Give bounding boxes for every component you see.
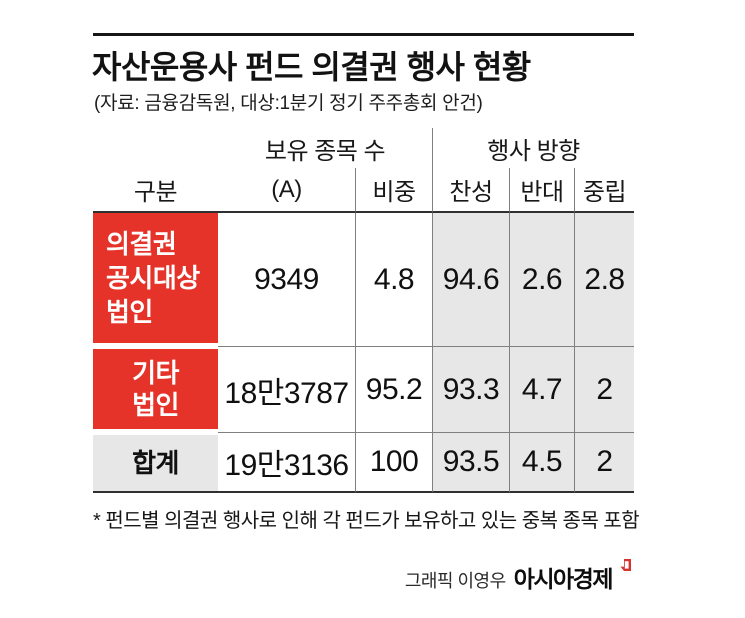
footnote: * 펀드별 의결권 행사로 인해 각 펀드가 보유하고 있는 중복 종목 포함 xyxy=(93,510,640,532)
cell-against: 2.6 xyxy=(510,213,575,347)
group-header-direction: 행사 방향 xyxy=(487,137,580,165)
table-row-label-other: 기타 법인 xyxy=(93,347,218,433)
source-note: (자료: 금융감독원, 대상:1분기 정기 주주총회 안건) xyxy=(94,93,483,114)
row-label-line: 의결권 xyxy=(106,229,177,259)
brand-logo-icon xyxy=(620,559,631,571)
row-label-line: 기타 xyxy=(132,358,179,388)
brand-logo-text: 아시아경제 xyxy=(513,566,614,592)
column-header-weight: 비중 xyxy=(356,168,433,213)
credit-line: 그래픽 이영우 아시아경제 xyxy=(404,559,632,594)
row-label-line: 법인 xyxy=(106,297,153,327)
cell-for: 94.6 xyxy=(433,213,510,347)
cell-against: 4.7 xyxy=(510,347,575,433)
row-label-line: 공시대상 xyxy=(106,263,200,293)
cell-weight: 4.8 xyxy=(356,213,433,347)
cell-neutral: 2 xyxy=(575,347,634,433)
column-header-for: 찬성 xyxy=(433,168,510,213)
row-label-line: 법인 xyxy=(132,390,179,420)
cell-for: 93.3 xyxy=(433,347,510,433)
column-header-count-a: (A) xyxy=(218,168,356,213)
row-label-fill: 합계 xyxy=(93,435,218,491)
cell-against: 4.5 xyxy=(510,433,575,493)
table-row-label-total: 합계 xyxy=(93,433,218,493)
cell-count: 9349 xyxy=(218,213,356,347)
cell-weight: 95.2 xyxy=(356,347,433,433)
row-label-fill: 의결권 공시대상 법인 xyxy=(93,213,218,343)
table-row-label-disclosure: 의결권 공시대상 법인 xyxy=(93,213,218,347)
cell-neutral: 2.8 xyxy=(575,213,634,347)
group-header-holdings: 보유 종목 수 xyxy=(218,128,433,168)
cell-count: 19만3136 xyxy=(218,433,356,493)
row-label-line: 합계 xyxy=(132,448,179,478)
column-header-neutral: 중립 xyxy=(575,168,634,213)
cell-for: 93.5 xyxy=(433,433,510,493)
cell-weight: 100 xyxy=(356,433,433,493)
column-header-category: 구분 xyxy=(93,168,218,213)
cell-neutral: 2 xyxy=(575,433,634,493)
credit-text: 그래픽 이영우 xyxy=(404,571,506,591)
voting-table: 보유 종목 수 행사 방향 구분 (A) 비중 찬성 반대 중립 의결권 공시대… xyxy=(93,128,634,493)
cell-count: 18만3787 xyxy=(218,347,356,433)
column-header-against: 반대 xyxy=(510,168,575,213)
page-title: 자산운용사 펀드 의결권 행사 현황 xyxy=(92,49,531,85)
row-label-fill: 기타 법인 xyxy=(93,349,218,429)
top-rule xyxy=(93,33,634,36)
group-header-spacer xyxy=(93,128,218,168)
